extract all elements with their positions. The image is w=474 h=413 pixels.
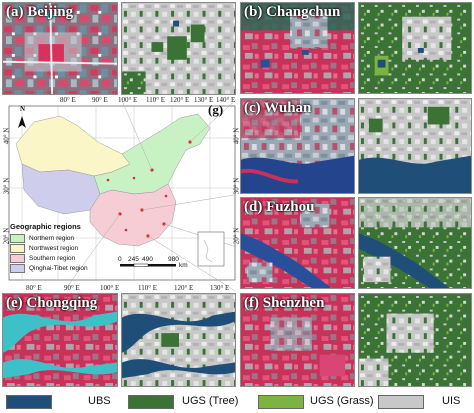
- legend-label: UGS (Tree): [182, 395, 239, 407]
- geo-legend-label: Qinghai-Tibet region: [29, 264, 88, 272]
- geo-legend-label: Northwest region: [29, 244, 79, 252]
- wuhan-classification-map: [358, 98, 472, 194]
- scale-label: 245: [128, 256, 139, 263]
- southern-region-swatch: [10, 253, 25, 263]
- lat-left-label: 30° N: [2, 177, 11, 195]
- scale-label: 490: [142, 256, 153, 263]
- beijing-satellite-image: (a) Beijing: [2, 2, 118, 95]
- land-cover-legend: UBS UGS (Tree) UGS (Grass) UIS: [0, 389, 474, 413]
- legend-label: UGS (Grass): [310, 395, 374, 407]
- panel-d-label: (d) Fuzhou: [244, 199, 315, 215]
- legend-label: UBS: [88, 395, 111, 407]
- shenzhen-classification-map: [358, 293, 472, 387]
- chongqing-satellite-image: (e) Chongqing: [2, 293, 118, 387]
- lon-top-label: 140° E: [216, 96, 236, 104]
- shenzhen-satellite-image: (f) Shenzhen: [240, 293, 355, 387]
- geo-legend-item: Northern region: [10, 233, 116, 243]
- changchun-satellite-image: (b) Changchun: [240, 2, 355, 94]
- lat-right-label: 20° N: [232, 227, 241, 245]
- northwest-region-swatch: [10, 243, 25, 253]
- geo-legend-item: Southern region: [10, 253, 116, 263]
- scale-label: 980: [168, 256, 179, 263]
- lon-top-label: 110° E: [146, 96, 166, 104]
- china-regions-map: N (g) 40° N 30° N 20° N 40° N 30° N 20° …: [2, 98, 240, 291]
- north-arrow-icon: [18, 116, 26, 128]
- geographic-regions-legend: Geographic regions Northern region North…: [10, 222, 116, 273]
- lon-top-label: 120° E: [170, 96, 190, 104]
- lon-bottom-label: 90° E: [64, 284, 80, 292]
- lat-left-label: 40° N: [2, 127, 11, 145]
- ubs-swatch: [6, 395, 52, 409]
- wuhan-satellite-image: (c) Wuhan: [240, 98, 355, 194]
- panel-e-label: (e) Chongqing: [6, 295, 98, 311]
- northern-region-swatch: [10, 233, 25, 243]
- panel-f-label: (f) Shenzhen: [244, 295, 325, 311]
- lon-top-label: 130° E: [194, 96, 214, 104]
- fuzhou-satellite-image: (d) Fuzhou: [240, 197, 355, 289]
- ugs-grass-swatch: [258, 395, 304, 409]
- panel-g-label: (g): [208, 102, 224, 117]
- lon-bottom-label: 80° E: [26, 284, 42, 292]
- beijing-classification-map: [121, 2, 236, 95]
- geo-legend-label: Southern region: [29, 254, 76, 262]
- lon-bottom-label: 120° E: [174, 284, 194, 292]
- geo-legend-title: Geographic regions: [10, 222, 81, 231]
- lon-top-label: 80° E: [60, 96, 76, 104]
- lon-top-label: 100° E: [118, 96, 138, 104]
- lon-top-label: 90° E: [92, 96, 108, 104]
- fuzhou-classification-map: [358, 197, 472, 289]
- scale-label: 0: [118, 256, 122, 263]
- legend-label: UIS: [442, 395, 461, 407]
- lon-bottom-label: 100° E: [100, 284, 120, 292]
- ugs-tree-swatch: [128, 395, 174, 409]
- lat-right-label: 40° N: [232, 127, 241, 145]
- lat-right-label: 30° N: [232, 177, 241, 195]
- geo-legend-item: Qinghai-Tibet region: [10, 263, 116, 273]
- geo-legend-label: Northern region: [29, 234, 75, 242]
- lon-bottom-label: 130° E: [210, 284, 230, 292]
- geo-legend-item: Northwest region: [10, 243, 116, 253]
- qinghai-tibet-region-swatch: [10, 263, 25, 273]
- scale-unit: km: [179, 262, 188, 269]
- panel-b-label: (b) Changchun: [244, 4, 341, 20]
- chongqing-classification-map: [121, 293, 236, 387]
- changchun-classification-map: [358, 2, 472, 94]
- uis-swatch: [378, 395, 424, 409]
- north-arrow-label: N: [20, 105, 26, 113]
- lon-bottom-label: 110° E: [138, 284, 158, 292]
- panel-a-label: (a) Beijing: [6, 4, 74, 20]
- panel-c-label: (c) Wuhan: [244, 100, 312, 116]
